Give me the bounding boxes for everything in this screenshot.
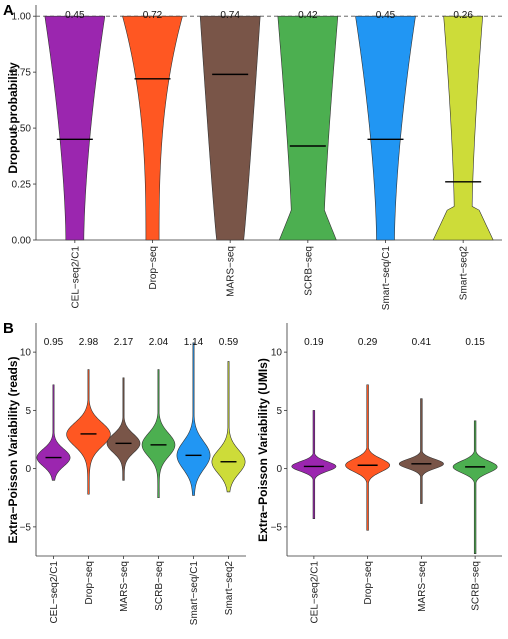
umis-violin-chart: −5 0 5 10 0.19 CEL−seq2/C1 0.29 Drop−seq 0.41 MAR… bbox=[271, 323, 502, 624]
median-label-b1-5: 0.59 bbox=[219, 337, 239, 348]
y-axis-label-dropout: Dropout probability bbox=[6, 62, 20, 174]
violin-b1-3 bbox=[141, 369, 176, 499]
median-label-a-1: 0.72 bbox=[143, 10, 163, 21]
violin-b1-1 bbox=[66, 369, 111, 495]
dropout-violin-chart: 0.00 0.25 0.50 0.75 1.00 0.45 CEL−seq2/C1 0.72 D… bbox=[12, 5, 502, 310]
violin-b1-0 bbox=[36, 384, 71, 481]
y-tick-label: 0.50 bbox=[12, 124, 32, 135]
median-label-b2-1: 0.29 bbox=[358, 337, 378, 348]
violin-a-4 bbox=[355, 15, 416, 241]
violin-a-3 bbox=[277, 15, 339, 241]
violin-a-0 bbox=[44, 15, 106, 241]
x-tick-label-a-4: Smart−seq/C1 bbox=[381, 246, 392, 311]
y-tick-label: 10 bbox=[20, 348, 32, 359]
x-tick-label-b1-1: Drop−seq bbox=[84, 561, 95, 605]
x-tick-label-b1-2: MARS−seq bbox=[119, 561, 130, 612]
violin-b2-1 bbox=[345, 384, 391, 531]
y-axis-label-reads: Extra−Poisson Variability (reads) bbox=[6, 356, 20, 543]
y-tick-label: −5 bbox=[20, 522, 32, 533]
y-tick-label: 10 bbox=[271, 348, 283, 359]
y-tick-label: −5 bbox=[271, 522, 283, 533]
reads-violin-chart: −5 0 5 10 0.95 CEL−seq2/C1 2.98 Drop−seq 2.17 MAR… bbox=[20, 323, 246, 625]
x-tick-label-b1-4: Smart−seq/C1 bbox=[189, 561, 200, 626]
median-label-b2-0: 0.19 bbox=[304, 337, 324, 348]
x-tick-label-b2-0: CEL−seq2/C1 bbox=[309, 561, 320, 624]
y-tick-label: 1.00 bbox=[12, 12, 32, 23]
median-label-b1-2: 2.17 bbox=[114, 337, 134, 348]
x-tick-label-a-1: Drop−seq bbox=[148, 246, 159, 290]
x-tick-label-b1-0: CEL−seq2/C1 bbox=[49, 561, 60, 624]
violin-b2-3 bbox=[452, 420, 498, 554]
violin-a-2 bbox=[199, 15, 261, 241]
x-tick-label-a-3: SCRB−seq bbox=[303, 246, 314, 296]
violin-b1-4 bbox=[176, 342, 211, 496]
x-tick-label-a-0: CEL−seq2/C1 bbox=[70, 246, 81, 309]
median-label-b2-2: 0.41 bbox=[412, 337, 432, 348]
x-tick-label-b1-3: SCRB−seq bbox=[154, 561, 165, 611]
violin-a-5 bbox=[432, 15, 494, 241]
median-label-b1-1: 2.98 bbox=[79, 337, 99, 348]
violin-b2-2 bbox=[398, 398, 444, 504]
violin-b1-5 bbox=[211, 361, 246, 493]
y-tick-label: 5 bbox=[25, 406, 31, 417]
median-label-b2-3: 0.15 bbox=[465, 337, 485, 348]
median-label-a-3: 0.42 bbox=[298, 10, 318, 21]
x-tick-label-b1-5: Smart−seq2 bbox=[224, 561, 235, 616]
median-label-a-4: 0.45 bbox=[376, 10, 396, 21]
violin-a-1 bbox=[122, 15, 183, 241]
median-label-a-5: 0.26 bbox=[453, 10, 473, 21]
median-label-a-0: 0.45 bbox=[65, 10, 85, 21]
x-tick-label-b2-2: MARS−seq bbox=[417, 561, 428, 612]
panel-letter-a: A bbox=[3, 2, 14, 19]
x-tick-label-a-5: Smart−seq2 bbox=[459, 246, 470, 301]
y-tick-label: 0.00 bbox=[12, 236, 32, 247]
x-tick-label-b2-1: Drop−seq bbox=[363, 561, 374, 605]
violin-b2-0 bbox=[291, 410, 337, 520]
y-tick-label: 0.25 bbox=[12, 180, 32, 191]
y-tick-label: 5 bbox=[276, 406, 282, 417]
median-label-b1-3: 2.04 bbox=[149, 337, 169, 348]
median-label-b1-0: 0.95 bbox=[44, 337, 64, 348]
violin-b1-2 bbox=[106, 377, 141, 481]
y-tick-label: 0 bbox=[276, 464, 282, 475]
y-tick-label: 0.75 bbox=[12, 68, 32, 79]
y-axis-label-umis: Extra−Poisson Variability (UMIs) bbox=[256, 358, 270, 542]
median-label-b1-4: 1.14 bbox=[184, 337, 204, 348]
panel-letter-b: B bbox=[3, 320, 14, 337]
median-label-a-2: 0.74 bbox=[220, 10, 240, 21]
y-tick-label: 0 bbox=[25, 464, 31, 475]
x-tick-label-a-2: MARS−seq bbox=[226, 246, 237, 297]
x-tick-label-b2-3: SCRB−seq bbox=[471, 561, 482, 611]
